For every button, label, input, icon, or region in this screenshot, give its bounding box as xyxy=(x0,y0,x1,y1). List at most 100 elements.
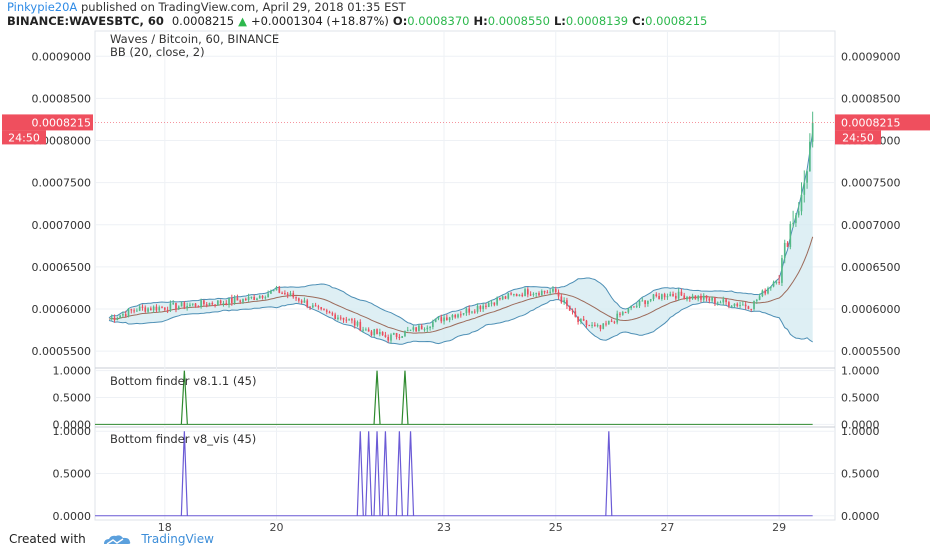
candle-body xyxy=(781,258,783,283)
y-tick-label-right: 0.0007500 xyxy=(841,177,901,190)
candle-body xyxy=(661,294,663,300)
bottom-finder-2-spike xyxy=(365,431,373,516)
candle-body xyxy=(281,292,283,294)
candle-body xyxy=(633,306,635,308)
candle-body xyxy=(473,311,476,313)
close-label: C: xyxy=(632,14,646,28)
candle-body xyxy=(189,304,191,306)
candle-body xyxy=(635,305,638,307)
candle-body xyxy=(588,325,591,327)
candle-body xyxy=(166,309,169,311)
candle-body xyxy=(228,298,230,305)
candle-body xyxy=(345,319,348,321)
indicator-tick-right: 0.5000 xyxy=(841,468,880,481)
candle-body xyxy=(138,306,141,311)
author-link[interactable]: Pinkypie20A xyxy=(7,0,78,14)
indicator-tick-left: 0.0000 xyxy=(53,510,92,523)
candle-body xyxy=(172,303,175,305)
y-tick-label-right: 0.0007000 xyxy=(841,219,901,232)
candle-body xyxy=(501,296,504,300)
indicator-tick-right: 1.0000 xyxy=(841,425,880,438)
candle-body xyxy=(571,310,574,312)
candle-body xyxy=(175,303,177,310)
candle-body xyxy=(323,309,325,311)
candle-body xyxy=(365,329,367,331)
candle-body xyxy=(658,296,660,300)
candle-body xyxy=(124,314,127,317)
y-tick-label-left: 0.0007500 xyxy=(32,177,92,190)
candle-body xyxy=(406,330,409,332)
candle-body xyxy=(602,323,605,329)
indicator-tick-right: 0.0000 xyxy=(841,510,880,523)
candle-body xyxy=(214,304,216,306)
candle-body xyxy=(423,329,426,331)
candle-body xyxy=(289,293,292,296)
open-value: 0.0008370 xyxy=(407,14,470,28)
candle-body xyxy=(605,323,607,325)
candle-body xyxy=(236,297,239,301)
candlestick-series xyxy=(110,111,814,344)
candle-body xyxy=(328,311,331,314)
candle-body xyxy=(378,332,381,335)
candle-body xyxy=(630,306,632,309)
candle-body xyxy=(362,329,364,331)
chart-header-publish-line: Pinkypie20A published on TradingView.com… xyxy=(7,0,927,14)
candle-body xyxy=(764,290,767,294)
candle-body xyxy=(337,317,339,320)
candle-body xyxy=(233,297,236,303)
candle-body xyxy=(647,300,649,304)
candle-body xyxy=(800,194,803,212)
candle-body xyxy=(792,222,794,225)
candle-body xyxy=(412,327,415,330)
candle-body xyxy=(434,318,437,322)
candle-body xyxy=(186,305,188,308)
candle-body xyxy=(298,298,300,301)
bottom-finder-2-spike xyxy=(406,431,415,516)
candle-body xyxy=(518,294,521,297)
candle-body xyxy=(499,297,501,300)
candle-body xyxy=(811,122,814,142)
candle-body xyxy=(694,295,697,300)
candle-body xyxy=(736,303,739,306)
candle-body xyxy=(778,281,780,283)
bottom-finder-2-spike xyxy=(381,431,390,516)
candle-body xyxy=(479,306,482,310)
candle-body xyxy=(585,320,588,326)
candle-body xyxy=(775,281,778,283)
candle-body xyxy=(309,306,311,308)
y-tick-label-left: 0.0009000 xyxy=(32,50,92,63)
candle-body xyxy=(200,300,202,307)
candle-body xyxy=(418,325,420,332)
tradingview-brand[interactable]: TradingView xyxy=(141,532,214,546)
candle-body xyxy=(563,300,565,303)
bottom-finder-2-spike xyxy=(373,431,381,516)
candle-body xyxy=(610,320,613,322)
candle-body xyxy=(482,305,484,310)
candle-body xyxy=(110,317,113,320)
candle-body xyxy=(191,303,194,305)
created-with-text: Created with xyxy=(9,532,86,546)
candle-body xyxy=(451,315,454,318)
candle-body xyxy=(203,300,205,305)
symbol-label[interactable]: BINANCE:WAVESBTC, 60 xyxy=(7,14,164,28)
candle-body xyxy=(465,308,468,314)
countdown-label-left: 24:50 xyxy=(8,131,40,144)
candle-body xyxy=(803,182,806,195)
candle-body xyxy=(596,325,599,327)
candle-body xyxy=(767,288,769,294)
x-tick-label: 20 xyxy=(270,521,284,534)
candle-body xyxy=(697,295,700,300)
candle-body xyxy=(320,307,323,310)
last-price-label-right: 0.0008215 xyxy=(841,116,901,129)
candle-body xyxy=(267,293,269,298)
candle-body xyxy=(786,242,789,247)
candle-body xyxy=(789,224,792,247)
candle-body xyxy=(300,300,303,303)
low-value: 0.0008139 xyxy=(565,14,629,28)
candle-body xyxy=(582,319,585,321)
candle-body xyxy=(471,311,473,313)
candle-body xyxy=(194,303,197,307)
x-tick-label: 27 xyxy=(660,521,674,534)
candle-body xyxy=(351,319,353,321)
